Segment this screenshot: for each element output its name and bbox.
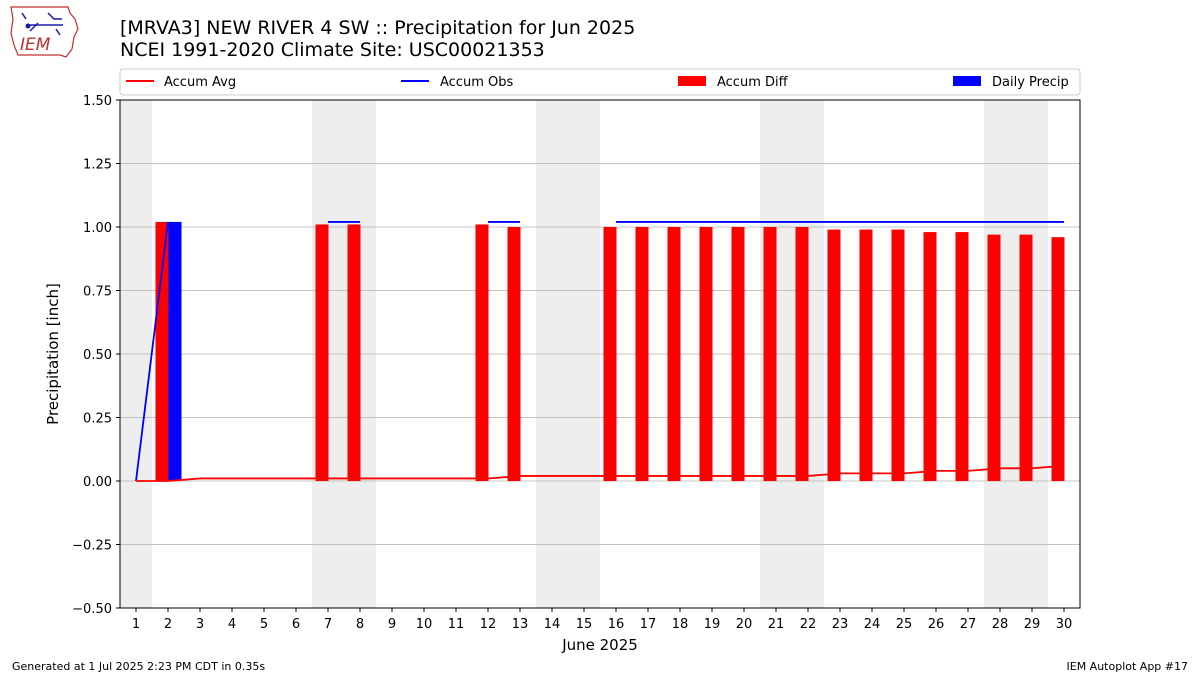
- y-tick-label-1: −0.25: [72, 539, 112, 554]
- x-tick-label-28: 28: [992, 617, 1009, 632]
- accum-avg-line-segment-0: [136, 464, 1065, 482]
- x-axis-label: June 2025: [561, 636, 638, 654]
- y-tick-label-7: 1.25: [83, 158, 112, 173]
- x-tick-label-24: 24: [864, 617, 881, 632]
- legend-label-accum-diff: Accum Diff: [717, 75, 789, 90]
- legend-label-accum-avg: Accum Avg: [164, 75, 236, 90]
- accum-diff-bar-day-23: [827, 229, 841, 481]
- x-tick-label-11: 11: [448, 617, 465, 632]
- x-tick-label-3: 3: [196, 617, 204, 632]
- x-tick-label-23: 23: [832, 617, 849, 632]
- accum-diff-bar-day-29: [1019, 234, 1033, 481]
- accum-diff-bar-day-24: [859, 229, 873, 481]
- accum-diff-bar-day-2: [155, 221, 169, 482]
- chart-title-line1: [MRVA3] NEW RIVER 4 SW :: Precipitation …: [120, 17, 636, 39]
- legend-label-accum-obs: Accum Obs: [440, 75, 513, 90]
- legend-swatch-daily-precip: [953, 76, 981, 86]
- accum-diff-bar-day-16: [603, 227, 617, 481]
- accum-diff-bar-day-18: [667, 227, 681, 481]
- accum-diff-bar-day-20: [731, 227, 745, 481]
- iem-logo: IEM: [10, 6, 79, 58]
- accum-diff-bar-day-30: [1051, 237, 1065, 481]
- logo-text: IEM: [20, 35, 51, 55]
- y-tick-label-4: 0.50: [83, 348, 112, 363]
- accum-diff-bar-day-12: [475, 224, 489, 481]
- footer-generated: Generated at 1 Jul 2025 2:23 PM CDT in 0…: [12, 660, 266, 673]
- daily-precip-bar-day-2: [168, 221, 182, 482]
- x-tick-label-25: 25: [896, 617, 913, 632]
- accum-diff-bar-day-19: [699, 227, 713, 481]
- y-axis-label: Precipitation [inch]: [44, 283, 62, 425]
- x-tick-label-26: 26: [928, 617, 945, 632]
- legend-box: [119, 68, 1081, 96]
- x-tick-label-6: 6: [292, 617, 300, 632]
- x-tick-label-2: 2: [164, 617, 172, 632]
- legend-label-daily-precip: Daily Precip: [992, 75, 1069, 90]
- x-tick-label-12: 12: [480, 617, 497, 632]
- accum-diff-bar-day-27: [955, 232, 969, 481]
- y-tick-label-2: 0.00: [83, 475, 112, 490]
- y-tick-label-3: 0.25: [83, 412, 112, 427]
- accum-diff-bar-day-17: [635, 227, 649, 481]
- x-tick-label-17: 17: [640, 617, 657, 632]
- legend: Accum Avg Accum Obs Accum Diff Daily Pre…: [119, 68, 1081, 96]
- x-tick-label-29: 29: [1024, 617, 1041, 632]
- x-tick-label-21: 21: [768, 617, 785, 632]
- x-tick-label-7: 7: [324, 617, 332, 632]
- x-tick-label-18: 18: [672, 617, 689, 632]
- x-tick-label-15: 15: [576, 617, 593, 632]
- weather-station-icon: [21, 12, 63, 36]
- accum-diff-bar-day-28: [987, 234, 1001, 481]
- x-tick-label-4: 4: [228, 617, 236, 632]
- x-tick-label-30: 30: [1056, 617, 1073, 632]
- x-tick-label-5: 5: [260, 617, 268, 632]
- accum-diff-bar-day-21: [763, 227, 777, 481]
- accum-diff-bar-day-25: [891, 229, 905, 481]
- y-tick-label-0: −0.50: [72, 602, 112, 617]
- accum-diff-bar-day-8: [347, 224, 361, 481]
- chart-title-line2: NCEI 1991-2020 Climate Site: USC00021353: [120, 39, 545, 61]
- x-tick-label-22: 22: [800, 617, 817, 632]
- legend-swatch-accum-diff: [678, 76, 706, 86]
- x-tick-label-19: 19: [704, 617, 721, 632]
- x-tick-label-14: 14: [544, 617, 561, 632]
- x-tick-label-9: 9: [388, 617, 396, 632]
- x-tick-label-27: 27: [960, 617, 977, 632]
- y-tick-label-6: 1.00: [83, 221, 112, 236]
- accum-obs-line-segment-0: [135, 221, 169, 482]
- x-tick-label-10: 10: [416, 617, 433, 632]
- accum-diff-bar-day-22: [795, 227, 809, 481]
- footer-app: IEM Autoplot App #17: [1066, 660, 1189, 673]
- x-tick-label-20: 20: [736, 617, 753, 632]
- accum-diff-bar-day-7: [315, 224, 329, 481]
- x-tick-label-16: 16: [608, 617, 625, 632]
- x-tick-label-8: 8: [356, 617, 364, 632]
- y-tick-label-5: 0.75: [83, 285, 112, 300]
- y-tick-label-8: 1.50: [83, 94, 112, 109]
- accum-diff-bar-day-26: [923, 232, 937, 481]
- accum-diff-bar-day-13: [507, 227, 521, 481]
- x-tick-label-13: 13: [512, 617, 529, 632]
- x-tick-label-1: 1: [132, 617, 140, 632]
